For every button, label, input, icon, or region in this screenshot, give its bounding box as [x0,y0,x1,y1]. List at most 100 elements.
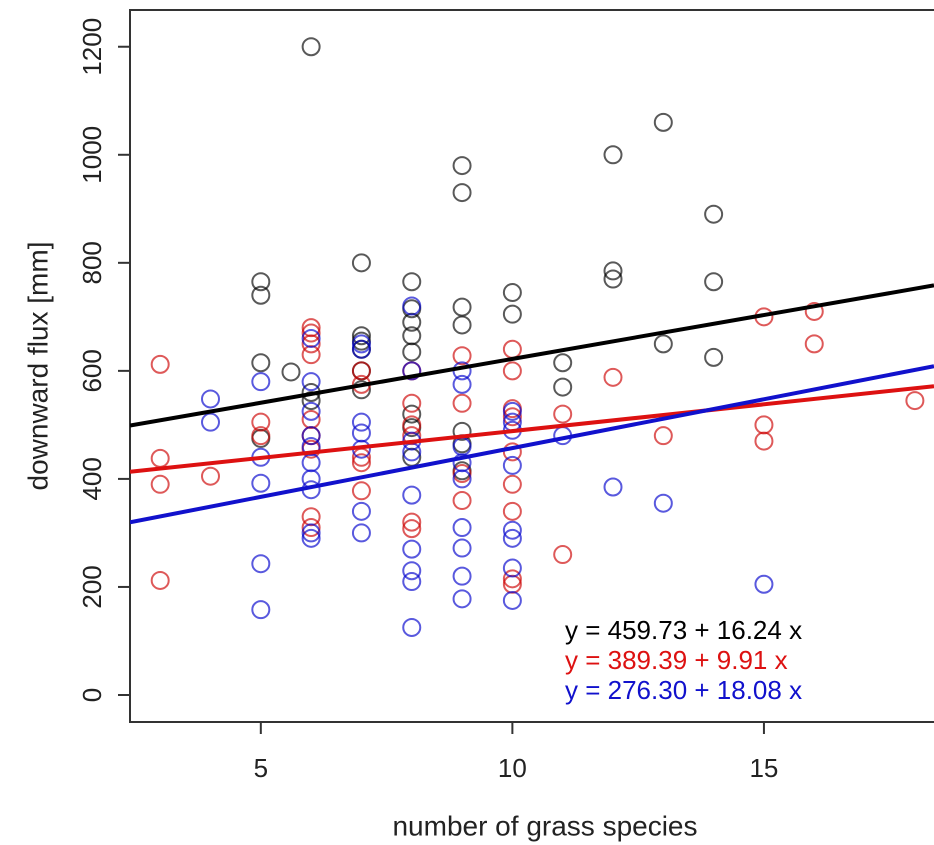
point [452,315,472,335]
point [351,412,371,432]
point [452,469,472,489]
point [351,253,371,273]
point [704,347,724,367]
point [402,561,422,581]
point [452,538,472,558]
point [502,339,522,359]
y-tick-label: 600 [77,349,107,392]
y-tick-label: 800 [77,241,107,284]
point [603,367,623,387]
point [603,477,623,497]
point [502,501,522,521]
point [402,572,422,592]
point [502,590,522,610]
point [351,361,371,381]
point [754,431,774,451]
point [301,528,321,548]
point [251,600,271,620]
point [452,421,472,441]
point [603,145,623,165]
point [251,353,271,373]
fit-equation: y = 389.39 + 9.91 x [565,645,788,675]
point [251,554,271,574]
point [653,334,673,354]
point [754,415,774,435]
fit-equation: y = 276.30 + 18.08 x [565,675,802,705]
point [502,455,522,475]
point [502,283,522,303]
plot-frame [129,9,934,723]
point [251,412,271,432]
y-tick-label: 1200 [77,18,107,76]
point [301,523,321,543]
point [150,474,170,494]
point [452,589,472,609]
y-tick-label: 400 [77,457,107,500]
point [351,380,371,400]
point [150,570,170,590]
point [452,346,472,366]
point [301,37,321,57]
point [301,334,321,354]
point [553,404,573,424]
point [301,518,321,538]
point [201,466,221,486]
y-tick-label: 1000 [77,126,107,184]
point [301,345,321,365]
fit-line [130,283,934,428]
y-tick-label: 200 [77,565,107,608]
point [502,304,522,324]
point [301,323,321,343]
point [452,518,472,538]
point [452,183,472,203]
point [201,389,221,409]
point [603,269,623,289]
point [351,326,371,346]
point [452,156,472,176]
point [251,372,271,392]
point [351,423,371,443]
point [402,404,422,424]
fit-equation: y = 459.73 + 16.24 x [565,615,802,645]
point [351,453,371,473]
point [402,342,422,362]
point [452,491,472,511]
point [704,272,724,292]
point [251,285,271,305]
point [301,426,321,446]
point [502,558,522,578]
point [281,362,301,382]
point [452,566,472,586]
point [351,481,371,501]
point [402,617,422,637]
point [653,112,673,132]
point [603,261,623,281]
fit-line [130,384,934,474]
point [402,272,422,292]
point [402,485,422,505]
point [452,464,472,484]
point [351,501,371,521]
point [301,328,321,348]
point [402,512,422,532]
point [351,334,371,354]
point [553,377,573,397]
point [402,519,422,539]
point [402,393,422,413]
point [905,391,925,411]
x-tick-label: 10 [498,753,527,783]
point [150,354,170,374]
point [804,301,824,321]
point [402,296,422,316]
point [502,528,522,548]
point [502,407,522,427]
point [301,401,321,421]
point [402,539,422,559]
x-tick-label: 15 [749,753,778,783]
x-tick-label: 5 [254,753,268,783]
fit-line [130,364,934,525]
point [502,474,522,494]
point [251,473,271,493]
point [754,574,774,594]
